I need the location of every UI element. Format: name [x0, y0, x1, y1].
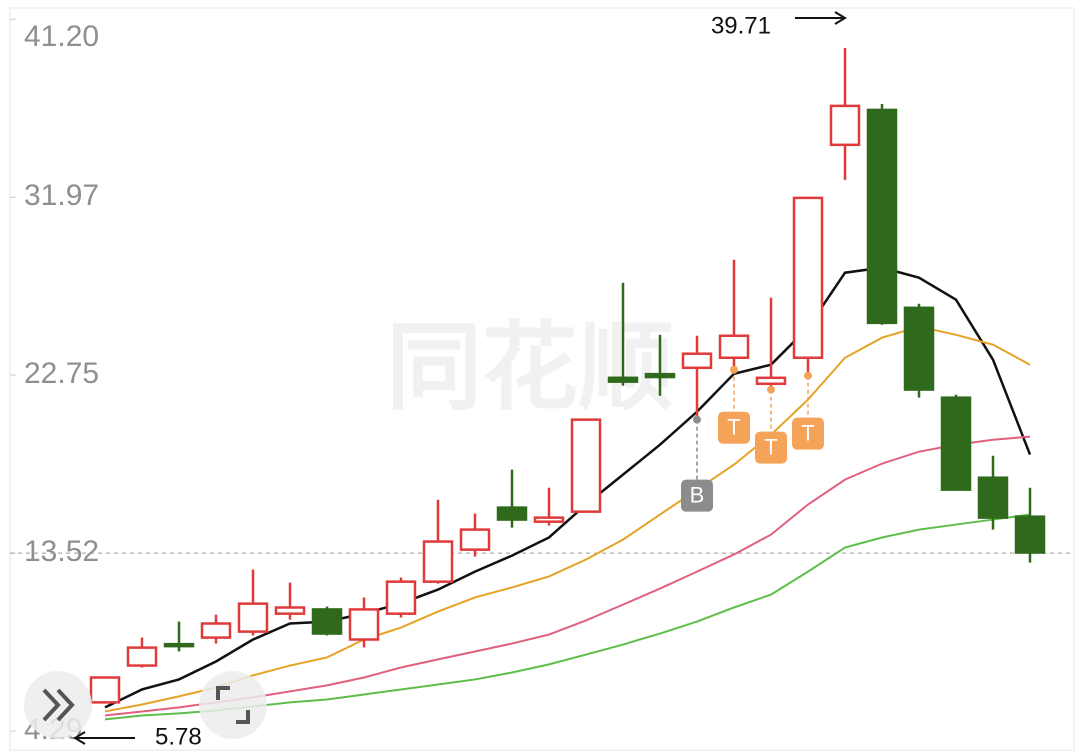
candle-body	[348, 608, 380, 641]
candle-body	[237, 602, 269, 633]
candle-body	[607, 376, 639, 383]
candle-body	[311, 608, 343, 635]
candle-body	[755, 376, 787, 386]
button-icon[interactable]	[42, 688, 75, 722]
low-arrow	[73, 731, 135, 745]
low-label: 5.78	[155, 723, 202, 750]
candle-body	[718, 334, 750, 359]
watermark: 同花顺	[386, 314, 674, 421]
candle-body	[274, 606, 306, 615]
candle-body	[792, 196, 824, 359]
candle-body	[533, 516, 565, 523]
candle-body	[903, 306, 935, 391]
candle-body	[1014, 515, 1046, 554]
candle-body	[681, 352, 713, 370]
moving-average-line	[104, 325, 1031, 713]
candle-body	[422, 540, 454, 583]
signal-badge	[718, 411, 750, 444]
frame	[9, 7, 1075, 751]
candle-body	[570, 418, 602, 513]
candle-body	[385, 580, 417, 615]
candle-body	[200, 622, 232, 639]
button-icon[interactable]	[216, 686, 250, 724]
candle-body	[644, 372, 676, 379]
signal-badge	[681, 479, 713, 512]
expand-button[interactable]	[24, 671, 92, 739]
candle-body	[163, 642, 195, 648]
candle-body	[496, 506, 528, 521]
button-bg[interactable]	[199, 671, 267, 739]
candle-body	[977, 476, 1009, 519]
signal-label: T	[727, 415, 740, 440]
signal-label: T	[801, 420, 814, 445]
high-arrow	[795, 11, 847, 25]
signal-label: T	[764, 434, 777, 459]
y-tick-label: 31.97	[24, 179, 99, 212]
y-tick-label: 22.75	[24, 357, 99, 390]
candle-body	[89, 676, 121, 704]
candle-body	[866, 108, 898, 325]
signal-label: B	[690, 482, 705, 507]
y-tick-label: 13.52	[24, 535, 99, 568]
high-label: 39.71	[711, 12, 771, 39]
fullscreen-button[interactable]	[199, 671, 267, 739]
y-tick-label: 41.20	[24, 20, 99, 53]
candle-body	[126, 646, 158, 667]
signal-badge	[792, 417, 824, 450]
signal-badge	[755, 431, 787, 464]
candle-body	[829, 104, 861, 147]
candle-body	[940, 396, 972, 491]
candle-body	[459, 528, 491, 551]
